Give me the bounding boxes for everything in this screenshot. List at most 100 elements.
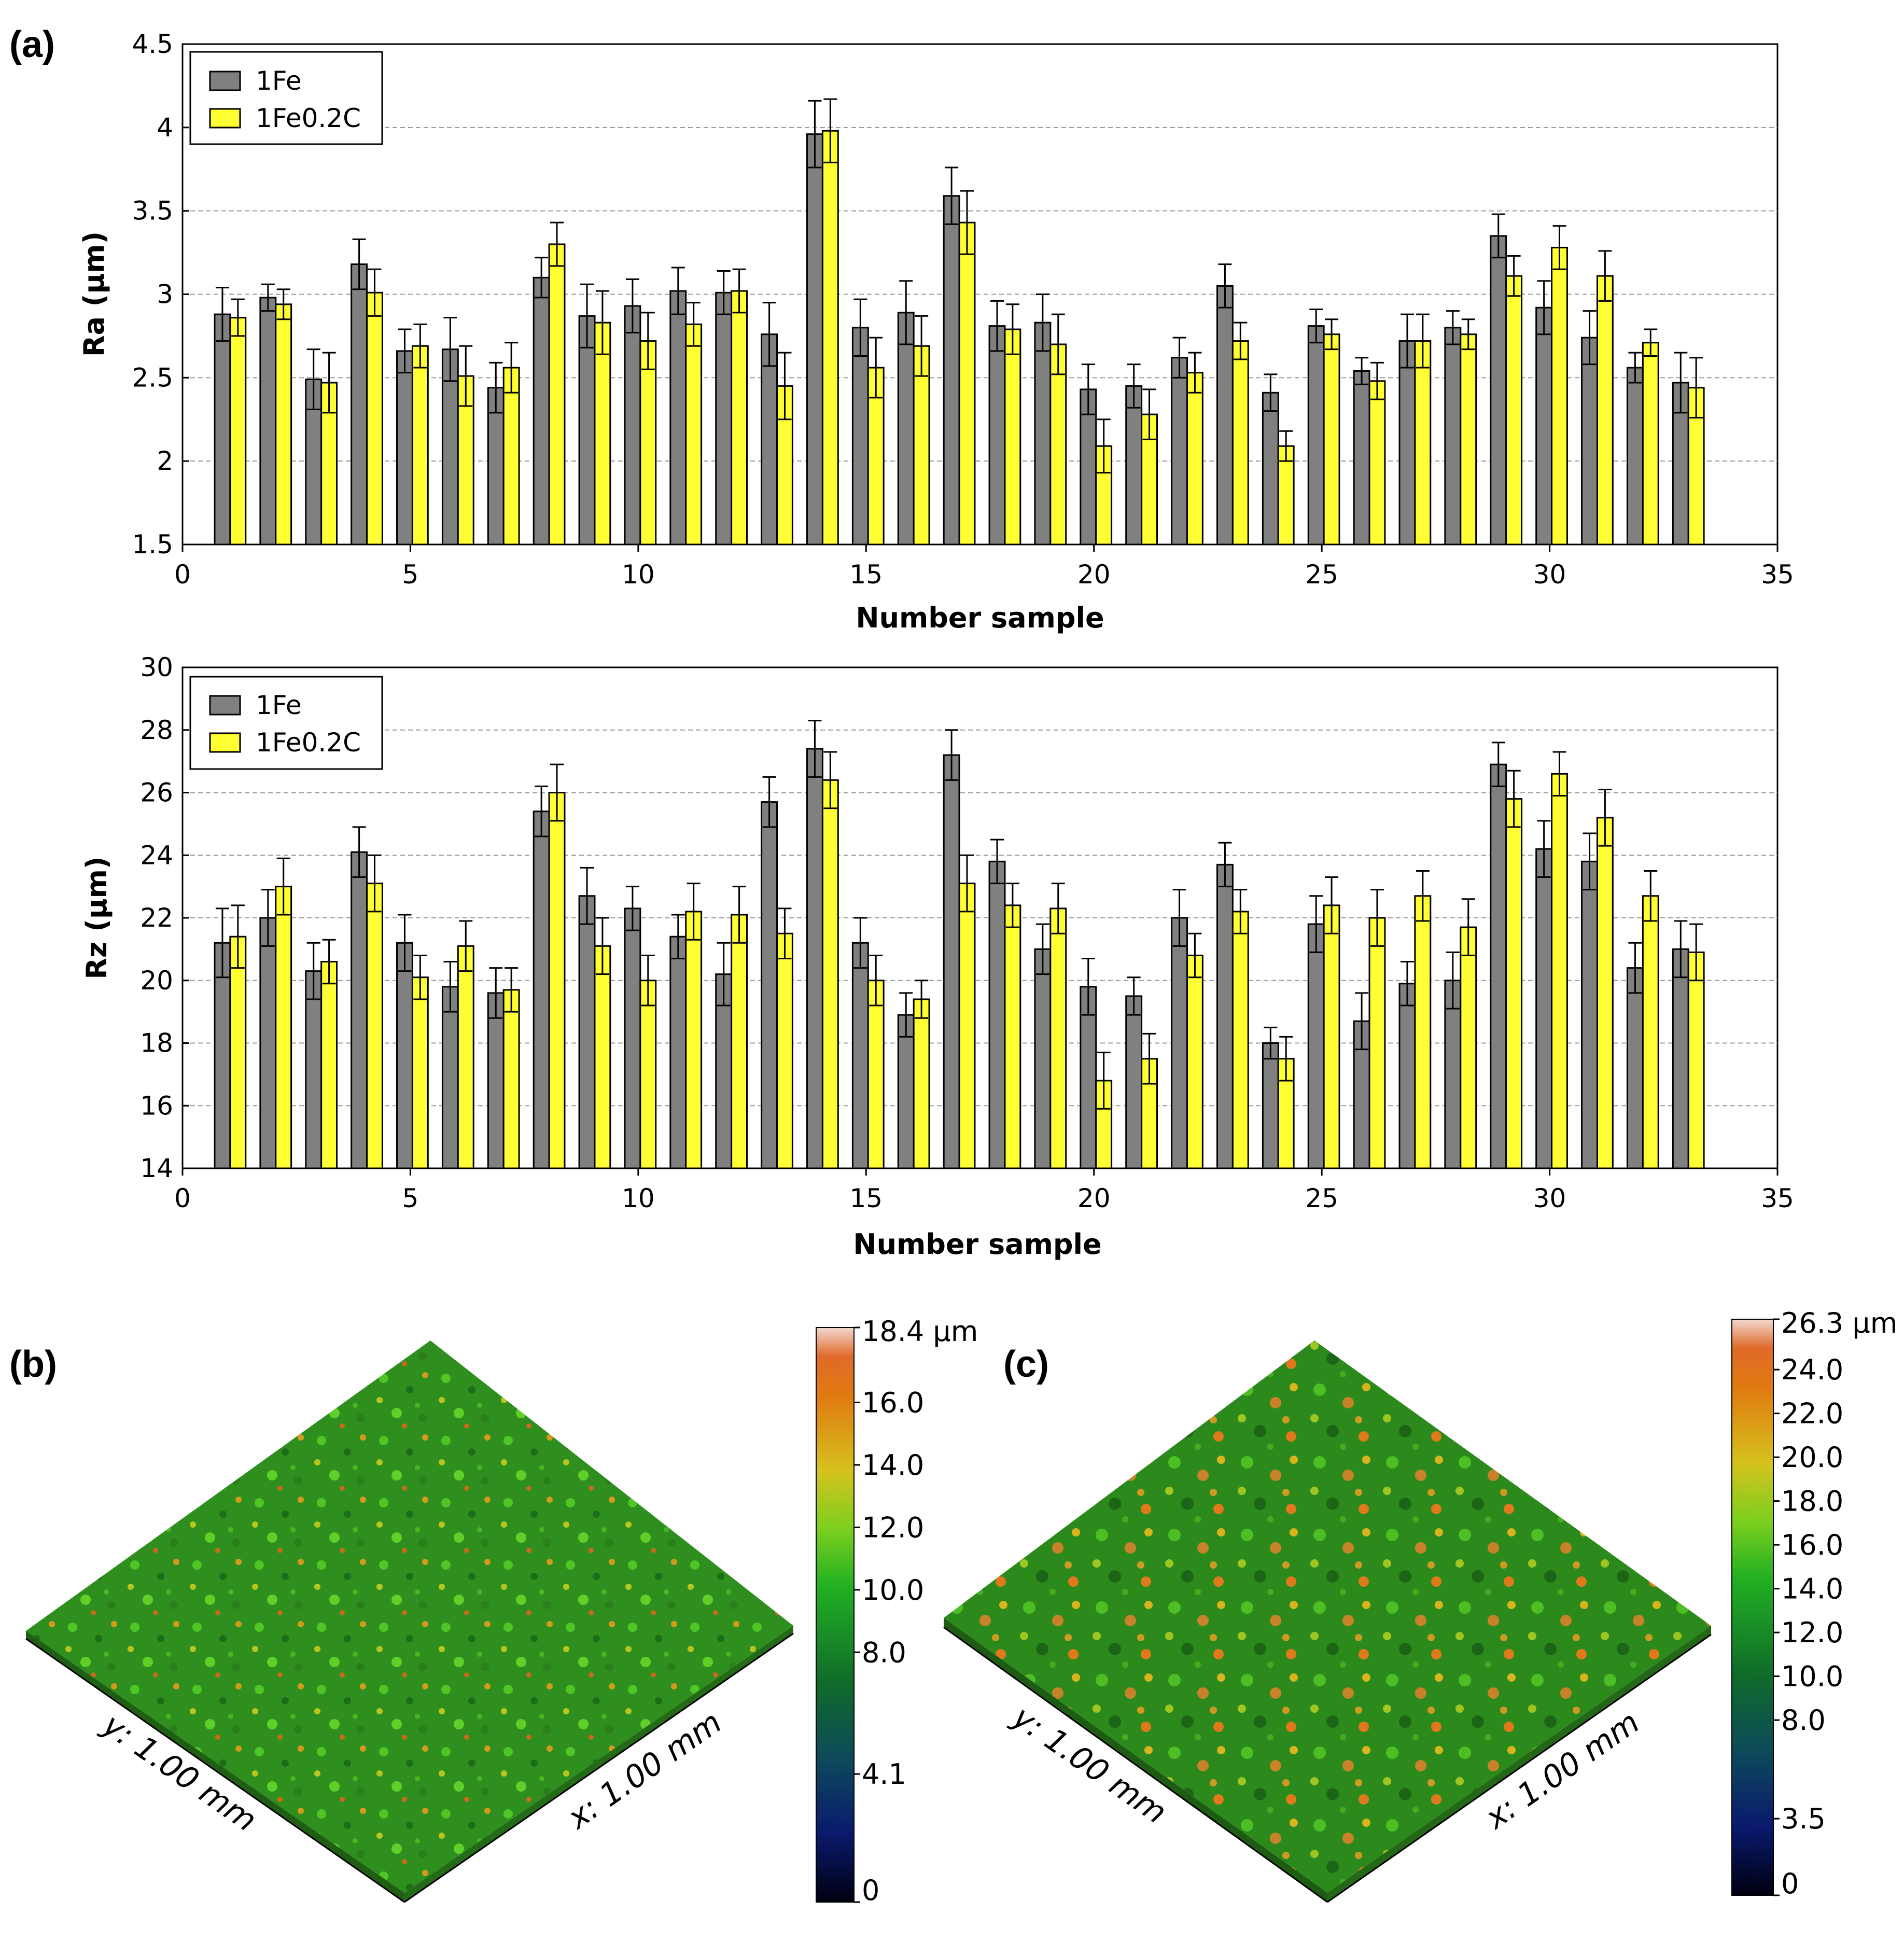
rz-error-bar — [1416, 870, 1430, 922]
rz-error-bar — [276, 857, 290, 916]
colorbar-c-tick-label: 16.0 — [1781, 1529, 1843, 1561]
ra-x-tick-label: 30 — [1533, 560, 1566, 590]
rz-error-bar — [352, 826, 366, 878]
rz-x-tick-label: 20 — [1077, 1183, 1111, 1213]
rz-bar-fec — [1505, 798, 1523, 1169]
ra-bar-fe — [806, 133, 823, 546]
ra-error-bar — [899, 280, 913, 345]
rz-x-tick-label: 5 — [402, 1183, 419, 1213]
rz-error-bar — [1081, 957, 1095, 1016]
rz-error-bar — [489, 967, 503, 1019]
ra-y-tick-label: 2.5 — [132, 362, 173, 393]
ra-error-bar — [1142, 388, 1156, 440]
rz-bar-fec — [1323, 904, 1340, 1169]
rz-x-tick-label: 0 — [174, 1183, 191, 1213]
rz-bar-fe — [305, 970, 323, 1169]
rz-bar-fec — [821, 779, 839, 1169]
ra-error-bar — [489, 361, 503, 414]
colorbar-b-gradient — [816, 1327, 855, 1903]
rz-bar-fe — [943, 754, 960, 1169]
rz-bar-fe — [1307, 923, 1325, 1169]
ra-error-bar — [853, 298, 867, 357]
rz-bar-fe — [669, 935, 687, 1169]
ra-bar-fec — [1642, 342, 1659, 546]
rz-bar-fe — [1672, 948, 1689, 1169]
ra-bar-fec — [1277, 445, 1295, 546]
rz-bar-fec — [366, 883, 383, 1169]
rz-bar-fec — [457, 945, 474, 1169]
ra-legend-label-fec: 1Fe0.2C — [256, 103, 361, 133]
ra-bar-fe — [1626, 367, 1644, 546]
rz-error-bar — [1264, 1026, 1278, 1060]
rz-bar-fe — [761, 801, 778, 1169]
rz-x-ticks: 0 5 10 15 20 25 30 35 — [174, 1168, 1794, 1213]
rz-y-tick-label: 14 — [140, 1153, 173, 1183]
ra-bar-fe — [578, 315, 596, 546]
rz-error-bar — [322, 939, 336, 985]
surface-b-x-axis-line — [404, 1632, 794, 1903]
rz-bar-fe — [1398, 983, 1416, 1169]
ra-bar-fec — [639, 340, 657, 546]
rz-bar-fec — [731, 914, 748, 1169]
rz-bar-fec — [502, 989, 520, 1169]
rz-y-tick-label: 16 — [140, 1091, 173, 1121]
ra-bar-fe — [1398, 340, 1416, 546]
rz-bar-fec — [1596, 817, 1614, 1169]
rz-bar-fe — [487, 992, 505, 1169]
ra-error-bar — [276, 288, 290, 320]
rz-bar-fe — [1535, 848, 1553, 1169]
ra-error-bar — [823, 98, 837, 163]
ra-error-bar — [1689, 357, 1703, 419]
rz-bar-fe — [897, 1014, 915, 1169]
rz-error-bar — [1400, 961, 1414, 1007]
ra-error-bar — [1097, 418, 1111, 474]
rz-bar-fec — [776, 932, 793, 1169]
rz-error-bar — [732, 886, 746, 944]
ra-bar-fec — [594, 322, 611, 546]
rz-y-tick-label: 28 — [140, 715, 173, 745]
ra-error-bar — [732, 268, 746, 314]
rz-error-bar — [869, 954, 883, 1007]
ra-error-bar — [1218, 263, 1232, 309]
ra-bar-fec — [1368, 380, 1386, 546]
ra-error-bar — [1279, 430, 1293, 462]
rz-x-axis-title: Number sample — [853, 1228, 1101, 1261]
ra-error-bar — [1491, 213, 1505, 259]
ra-x-tick-label: 5 — [402, 560, 419, 590]
ra-bar-fec — [229, 317, 247, 546]
ra-bar-fec — [821, 130, 839, 546]
rz-legend-swatch-fe — [209, 695, 241, 716]
rz-bar-fec — [1186, 954, 1203, 1169]
ra-error-bar — [322, 352, 336, 414]
ra-bar-fe — [1216, 285, 1234, 546]
colorbar-c-tick-label: 0 — [1781, 1867, 1799, 1900]
ra-bar-fec — [1505, 275, 1523, 546]
rz-error-bar — [915, 980, 929, 1019]
surface-c-top — [944, 1340, 1711, 1893]
rz-error-bar — [261, 889, 275, 947]
rz-bar-fec — [1414, 895, 1432, 1169]
ra-error-bar — [1355, 357, 1369, 385]
ra-legend-swatch-fec — [209, 108, 241, 129]
ra-error-bar — [762, 302, 776, 367]
ra-error-bar — [808, 100, 822, 169]
rz-bar-fec — [548, 792, 566, 1169]
rz-error-bar — [1142, 1032, 1156, 1085]
ra-error-bar — [1309, 308, 1323, 344]
rz-legend-box — [189, 676, 383, 770]
ra-bar-fe — [1490, 235, 1507, 546]
rz-bar-fec — [1049, 907, 1067, 1169]
rz-error-bar — [1628, 942, 1642, 994]
rz-error-bar — [1051, 883, 1065, 934]
ra-error-bar — [1081, 364, 1095, 415]
rz-error-bar — [306, 942, 320, 1000]
colorbar-b-tick-label: 0 — [862, 1874, 879, 1907]
ra-error-bar — [687, 302, 701, 347]
ra-bar-fe — [1125, 385, 1143, 546]
rz-error-bar — [960, 854, 974, 913]
colorbar-c-tick-label: 3.5 — [1781, 1803, 1826, 1835]
rz-error-bar — [1583, 832, 1597, 891]
rz-bar-fec — [1460, 926, 1477, 1169]
ra-bar-fec — [411, 345, 429, 546]
